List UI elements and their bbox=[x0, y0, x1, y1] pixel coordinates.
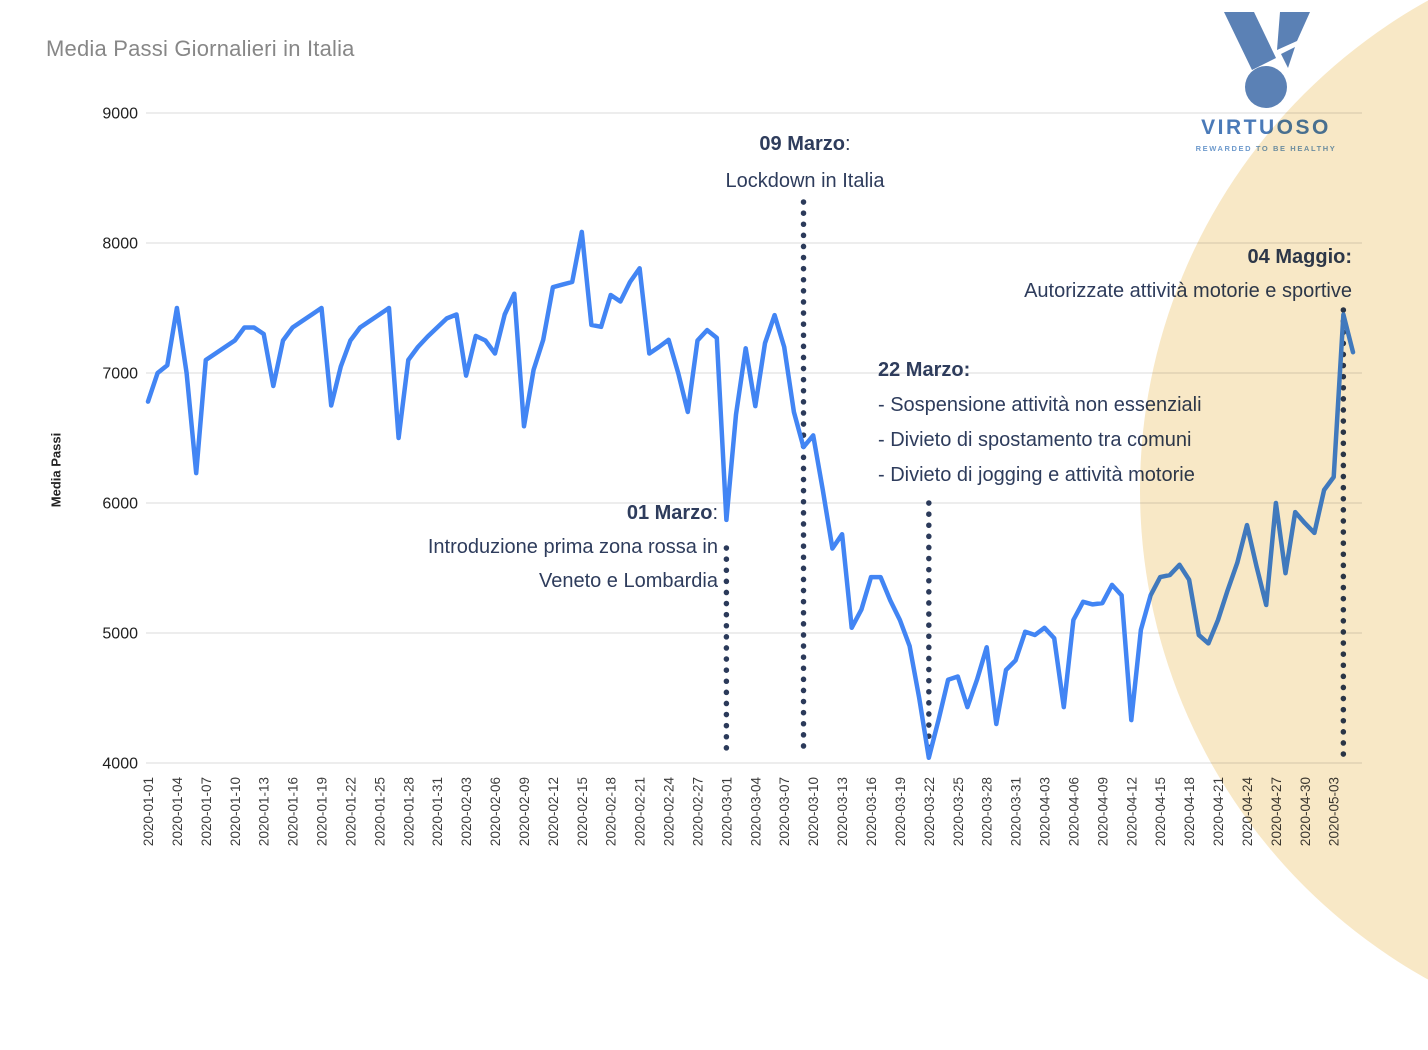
x-tick-label: 2020-05-03 bbox=[1327, 777, 1342, 846]
x-tick-label: 2020-02-03 bbox=[459, 777, 474, 846]
x-tick-label: 2020-04-03 bbox=[1038, 777, 1053, 846]
page-title: Media Passi Giornalieri in Italia bbox=[46, 36, 355, 61]
x-tick-label: 2020-01-31 bbox=[430, 777, 445, 846]
annotation-22-marzo: 22 Marzo: - Sospensione attività non ess… bbox=[878, 353, 1202, 493]
x-tick-label: 2020-03-31 bbox=[1009, 777, 1024, 846]
x-tick-label: 2020-02-24 bbox=[662, 777, 677, 847]
x-tick-label: 2020-03-07 bbox=[777, 777, 792, 846]
x-tick-label: 2020-03-28 bbox=[980, 777, 995, 846]
medal-ribbon-left bbox=[1224, 12, 1276, 70]
x-tick-label: 2020-01-19 bbox=[315, 777, 330, 846]
x-tick-label: 2020-04-24 bbox=[1240, 777, 1255, 847]
y-tick-label: 7000 bbox=[102, 366, 138, 383]
y-tick-label: 5000 bbox=[102, 626, 138, 643]
x-tick-label: 2020-02-12 bbox=[546, 777, 561, 846]
logo-brand-text: VIRTUOSO bbox=[1201, 116, 1331, 139]
annotation-line: Introduzione prima zona rossa in bbox=[427, 536, 718, 558]
annotation-line: - Sospensione attività non essenziali bbox=[878, 394, 1202, 416]
medal-ribbon-right bbox=[1277, 12, 1310, 50]
x-tick-label: 2020-03-13 bbox=[835, 777, 850, 846]
annotation-line: Autorizzate attività motorie e sportive bbox=[1024, 280, 1352, 302]
virtuoso-logo: VIRTUOSO REWARDED TO BE HEALTHY bbox=[1178, 6, 1354, 153]
annotation-09-marzo: 09 Marzo: Lockdown in Italia bbox=[605, 126, 1005, 200]
slide: { "header": { "title": "Media Passi Gior… bbox=[46, 0, 1428, 1050]
x-tick-label: 2020-04-21 bbox=[1211, 777, 1226, 846]
y-tick-label: 4000 bbox=[102, 756, 138, 773]
x-tick-label: 2020-01-25 bbox=[372, 777, 387, 846]
annotation-title: 22 Marzo: bbox=[878, 359, 971, 381]
x-tick-label: 2020-03-25 bbox=[951, 777, 966, 846]
x-tick-label: 2020-01-01 bbox=[141, 777, 156, 846]
x-tick-label: 2020-02-21 bbox=[633, 777, 648, 846]
x-tick-label: 2020-04-15 bbox=[1153, 777, 1168, 846]
x-tick-label: 2020-04-30 bbox=[1298, 777, 1313, 846]
x-tick-label: 2020-01-22 bbox=[343, 777, 358, 846]
annotation-line: Lockdown in Italia bbox=[725, 170, 885, 192]
x-tick-label: 2020-01-16 bbox=[286, 777, 301, 846]
y-tick-label: 9000 bbox=[102, 106, 138, 123]
x-tick-label: 2020-03-01 bbox=[719, 777, 734, 846]
medal-ribbon-notch bbox=[1281, 47, 1295, 68]
x-tick-label: 2020-02-18 bbox=[604, 777, 619, 846]
x-tick-label: 2020-04-06 bbox=[1066, 777, 1081, 846]
x-tick-label: 2020-03-10 bbox=[806, 777, 821, 846]
steps-line-series bbox=[145, 229, 1356, 761]
medal-icon bbox=[1224, 12, 1310, 108]
annotation-title: 04 Maggio: bbox=[1247, 246, 1352, 268]
annotation-title: 09 Marzo: bbox=[759, 133, 851, 155]
x-tick-label: 2020-02-27 bbox=[690, 777, 705, 846]
x-tick-label: 2020-01-10 bbox=[228, 777, 243, 846]
annotation-04-maggio: 04 Maggio: Autorizzate attività motorie … bbox=[1024, 240, 1352, 308]
x-tick-label: 2020-01-07 bbox=[199, 777, 214, 846]
y-tick-label: 8000 bbox=[102, 236, 138, 253]
annotation-01-marzo: 01 Marzo: Introduzione prima zona rossa … bbox=[428, 496, 718, 598]
annotation-line: Veneto e Lombardia bbox=[538, 570, 718, 592]
x-tick-label: 2020-04-09 bbox=[1095, 777, 1110, 846]
x-tick-label: 2020-03-16 bbox=[864, 777, 879, 846]
logo-tagline-text: REWARDED TO BE HEALTHY bbox=[1195, 144, 1337, 153]
x-tick-label: 2020-03-04 bbox=[748, 777, 763, 847]
x-tick-label: 2020-03-19 bbox=[893, 777, 908, 846]
y-axis-title: Media Passi bbox=[48, 432, 64, 508]
x-tick-label: 2020-01-04 bbox=[170, 777, 185, 847]
x-tick-label: 2020-01-28 bbox=[401, 777, 416, 846]
x-tick-label: 2020-03-22 bbox=[922, 777, 937, 846]
x-tick-label: 2020-01-13 bbox=[257, 777, 272, 846]
x-tick-label: 2020-04-12 bbox=[1124, 777, 1139, 846]
x-tick-label: 2020-04-18 bbox=[1182, 777, 1197, 846]
annotation-line: - Divieto di spostamento tra comuni bbox=[878, 429, 1192, 451]
annotation-title: 01 Marzo: bbox=[626, 502, 718, 524]
x-tick-label: 2020-02-09 bbox=[517, 777, 532, 846]
annotation-line: - Divieto di jogging e attività motorie bbox=[878, 464, 1195, 486]
x-tick-label: 2020-02-15 bbox=[575, 777, 590, 846]
x-tick-label: 2020-04-27 bbox=[1269, 777, 1284, 846]
y-tick-label: 6000 bbox=[102, 496, 138, 513]
medal-circle bbox=[1245, 66, 1287, 108]
x-tick-label: 2020-02-06 bbox=[488, 777, 503, 846]
